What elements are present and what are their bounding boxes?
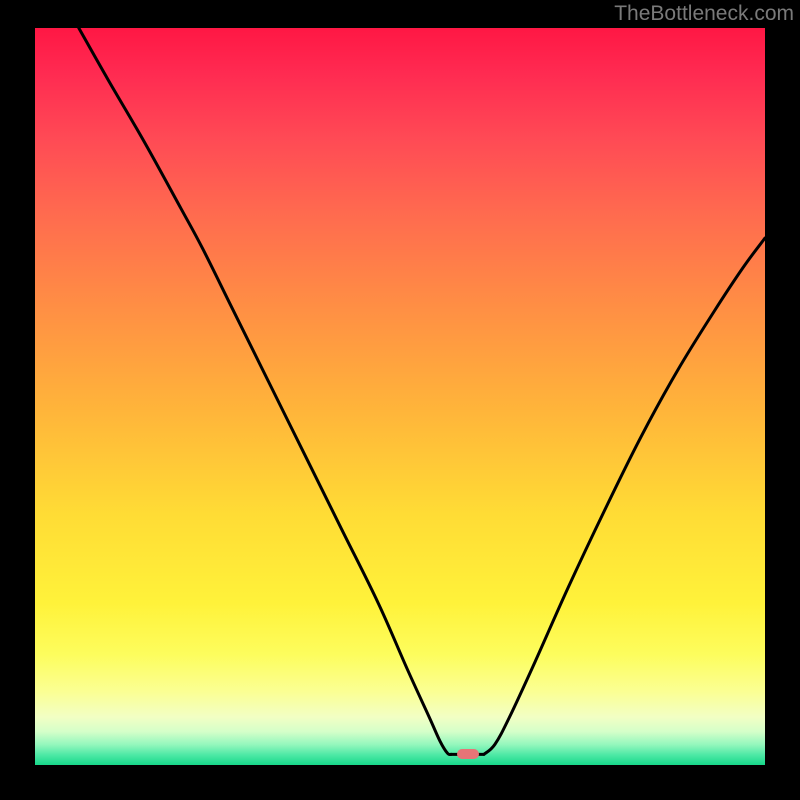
- frame-border-right: [765, 0, 800, 800]
- plot-area: [35, 28, 765, 765]
- bottleneck-curve: [35, 28, 765, 765]
- frame-border-bottom: [0, 765, 800, 800]
- watermark-text: TheBottleneck.com: [614, 2, 794, 26]
- frame-border-left: [0, 0, 35, 800]
- optimum-marker: [457, 749, 480, 759]
